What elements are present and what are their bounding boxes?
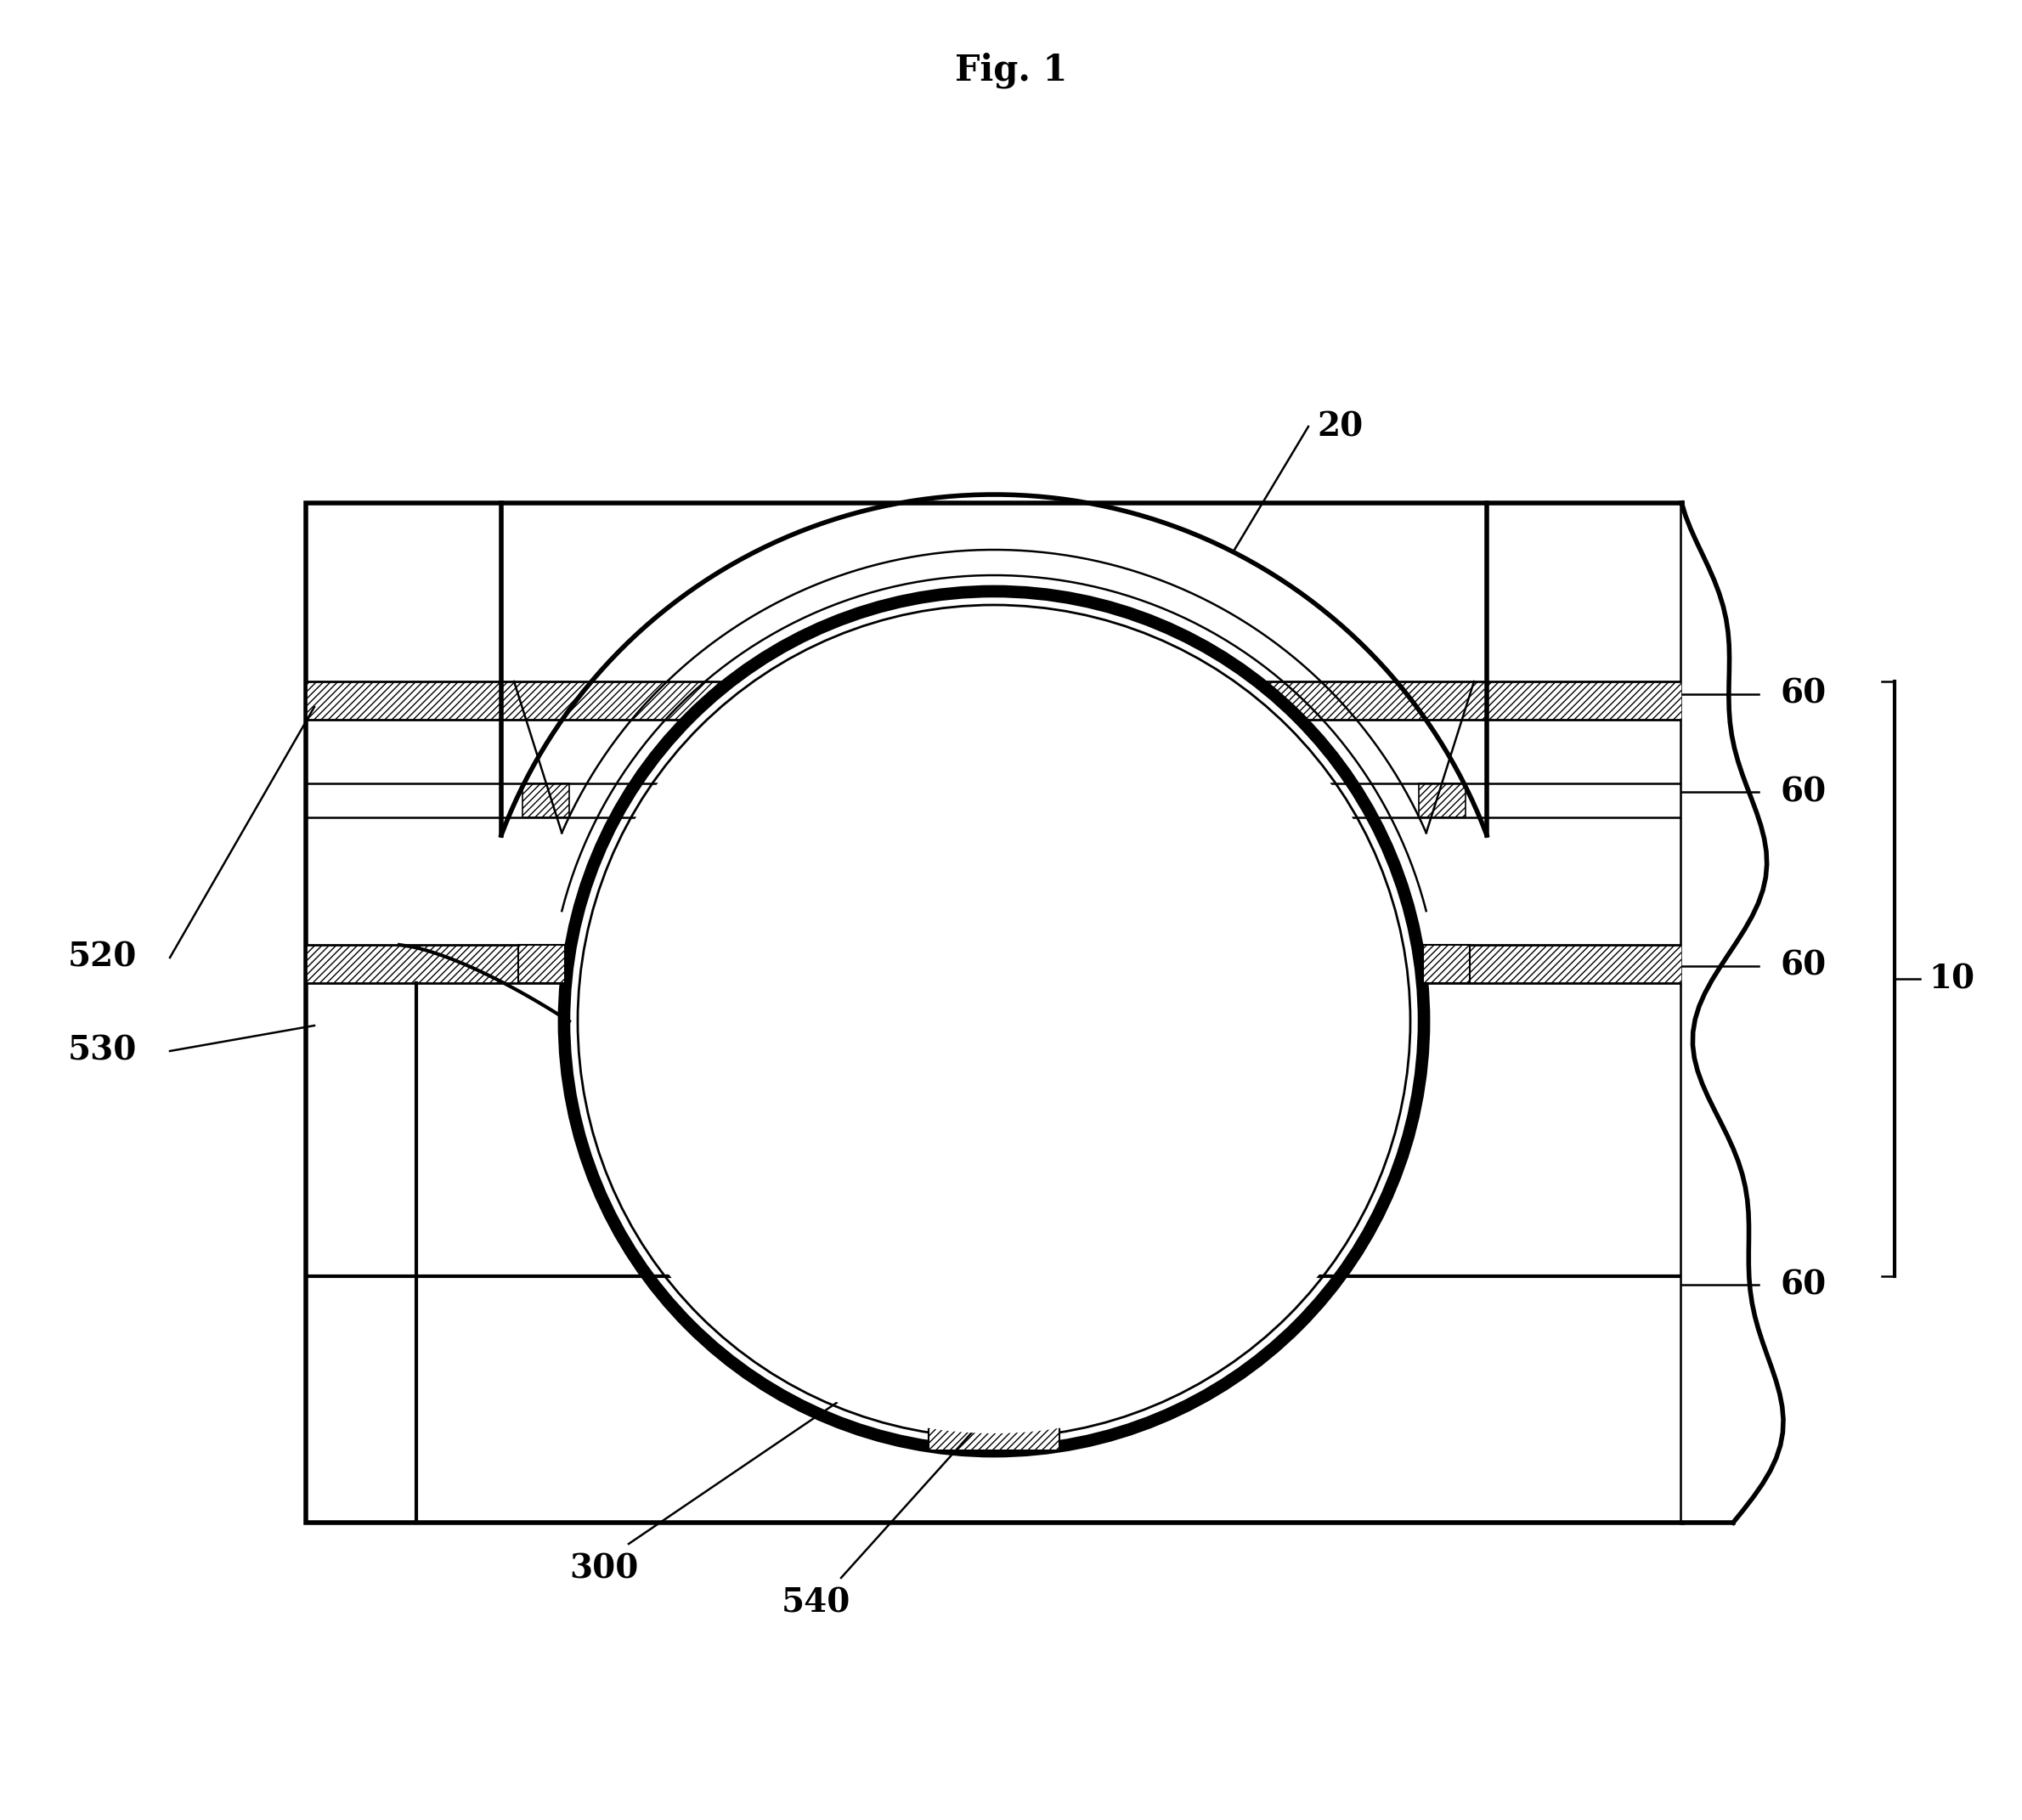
Polygon shape <box>1419 783 1466 817</box>
Polygon shape <box>305 945 1682 983</box>
Circle shape <box>501 528 1486 1514</box>
Circle shape <box>582 610 1405 1434</box>
Text: 540: 540 <box>783 1587 851 1620</box>
Text: Fig. 1: Fig. 1 <box>954 53 1068 89</box>
Polygon shape <box>928 1409 1060 1451</box>
Text: 20: 20 <box>1316 410 1363 442</box>
Text: 60: 60 <box>1779 950 1826 983</box>
Polygon shape <box>305 502 1682 1523</box>
Polygon shape <box>518 945 564 983</box>
Text: 530: 530 <box>69 1036 137 1067</box>
Text: 60: 60 <box>1779 1269 1826 1301</box>
Polygon shape <box>305 681 1682 719</box>
Circle shape <box>570 597 1419 1447</box>
Polygon shape <box>1423 945 1470 983</box>
Polygon shape <box>522 783 570 817</box>
Text: 60: 60 <box>1779 679 1826 710</box>
Text: 60: 60 <box>1779 775 1826 808</box>
Text: 520: 520 <box>69 941 137 974</box>
Text: 10: 10 <box>1929 963 1975 996</box>
Text: 300: 300 <box>570 1552 639 1585</box>
